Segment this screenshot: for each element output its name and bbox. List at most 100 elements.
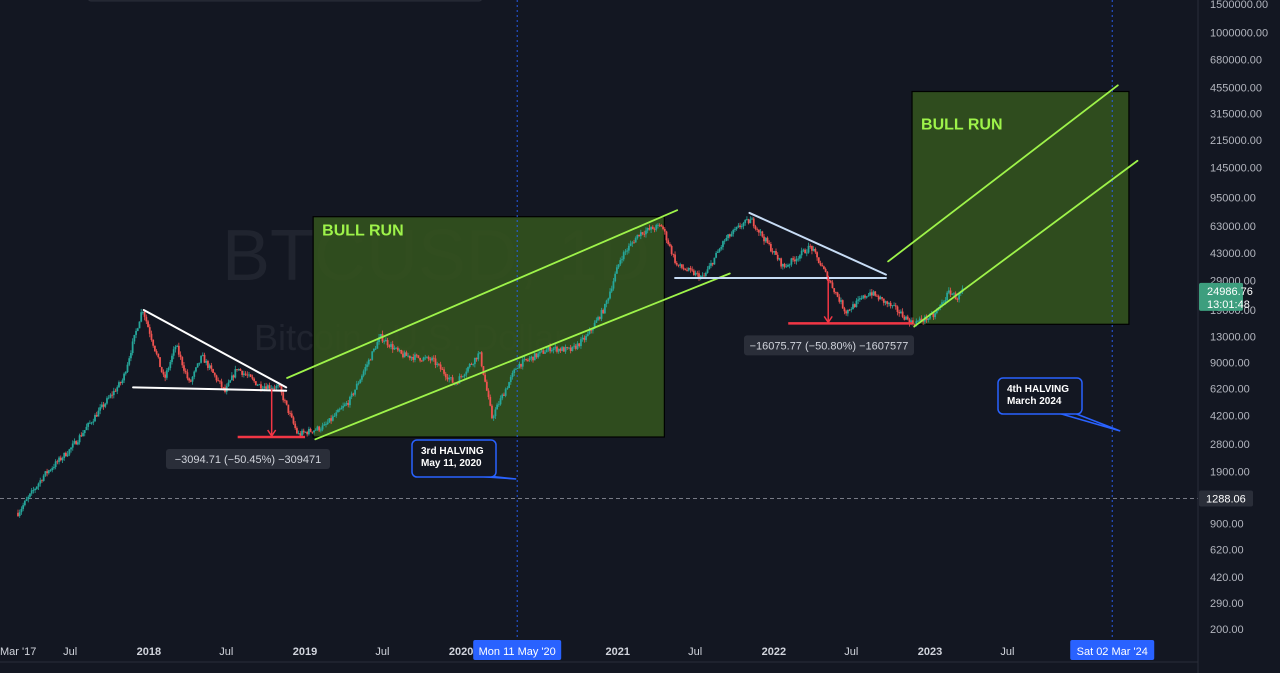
halving-4-callout[interactable]: 4th HALVING March 2024 [997,377,1121,432]
candle-body [783,263,786,267]
candle-body [237,368,240,370]
candle-body [918,318,921,321]
candle-body [345,403,348,405]
time-axis[interactable]: Mar '17 Jul 2018 Jul 2019 Jul 2020 2021 Jul 2022 J… [0,646,1014,658]
candle-body [773,251,776,253]
candle-body [323,424,326,426]
candle-body [165,370,168,378]
candle-body [528,358,531,361]
candle-body [451,377,454,383]
candle-body [475,357,478,360]
candle-body [212,369,214,373]
candle-body [201,354,204,356]
candle-body [768,242,771,245]
y-tick-label: 6200.00 [1210,383,1250,395]
y-tick-label: 13000.00 [1210,332,1256,344]
candle-body [361,375,363,380]
candle-body [526,360,529,361]
candle-body [662,226,664,229]
candle-body [179,354,182,358]
candle-body [763,236,765,242]
candle-body [32,490,35,491]
candle-body [787,264,789,267]
candle-body [140,312,143,322]
reference-price: 1288.06 [1206,494,1246,506]
candle-body [559,348,562,351]
candle-body [540,350,543,352]
candle-body [634,237,637,243]
y-tick-label: 315000.00 [1210,108,1262,120]
candle-body [684,268,687,271]
date-tag-bg [473,640,562,660]
candle-body [97,410,100,417]
candle-body [285,400,288,405]
candle-body [415,354,418,356]
candle-body [734,229,736,231]
candle-body [61,458,64,461]
candle-body [76,442,79,445]
candle-body [509,377,512,383]
candle-body [123,373,125,381]
halving-3-date-tag: Mon 11 May '20 [473,640,562,660]
candle-body [386,340,389,346]
candle-body [22,505,25,509]
candle-body [646,228,649,231]
y-tick-label: 1500000.00 [1210,0,1268,11]
candle-body [751,218,753,220]
candle-body [277,385,279,387]
candle-body [46,471,48,474]
candle-body [147,321,149,328]
candle-body [686,270,688,271]
candle-body [689,267,692,270]
candle-body [198,362,201,364]
candle-body [443,369,445,374]
candle-body [730,233,733,237]
candle-body [725,238,728,241]
candle-body [205,361,208,363]
candle-body [18,512,21,516]
y-tick-label: 420.00 [1210,572,1244,584]
candle-body [720,246,723,249]
x-tick-label: Jul [375,646,389,658]
y-tick-label: 4200.00 [1210,411,1250,423]
candle-body [343,404,346,407]
last-price: 24986.76 [1207,286,1253,298]
candle-body [203,354,206,363]
candle-body [143,311,146,317]
candle-body [626,250,629,252]
candle-body [520,363,522,367]
halving-3-callout[interactable]: 3rd HALVING May 11, 2020 [411,439,517,480]
candle-body [597,317,599,321]
candle-body [788,264,791,266]
candle-body [174,346,177,350]
candle-body [414,354,416,360]
candle-body [253,378,256,382]
candle-body [244,373,247,375]
candle-body [316,426,319,430]
candle-body [302,430,305,433]
candle-body [645,230,647,235]
candle-body [643,233,646,235]
candle-body [83,430,86,434]
candle-body [917,320,919,322]
candle-body [920,318,923,321]
candle-body [911,320,914,325]
candle-body [855,300,858,308]
candle-body [523,358,526,360]
candle-body [287,404,290,413]
candle-body [680,264,683,268]
candle-body [352,393,355,395]
candle-body [184,370,187,373]
candle-body [85,426,88,431]
candle-body [124,372,127,374]
candle-body [793,259,796,262]
candle-body [852,304,854,310]
candle-body [148,327,151,334]
candle-body [66,454,69,457]
candle-body [655,225,658,230]
candle-body [915,321,918,326]
candle-body [701,275,704,277]
halving-4-date: March 2024 [1007,396,1062,407]
candle-body [785,266,788,268]
